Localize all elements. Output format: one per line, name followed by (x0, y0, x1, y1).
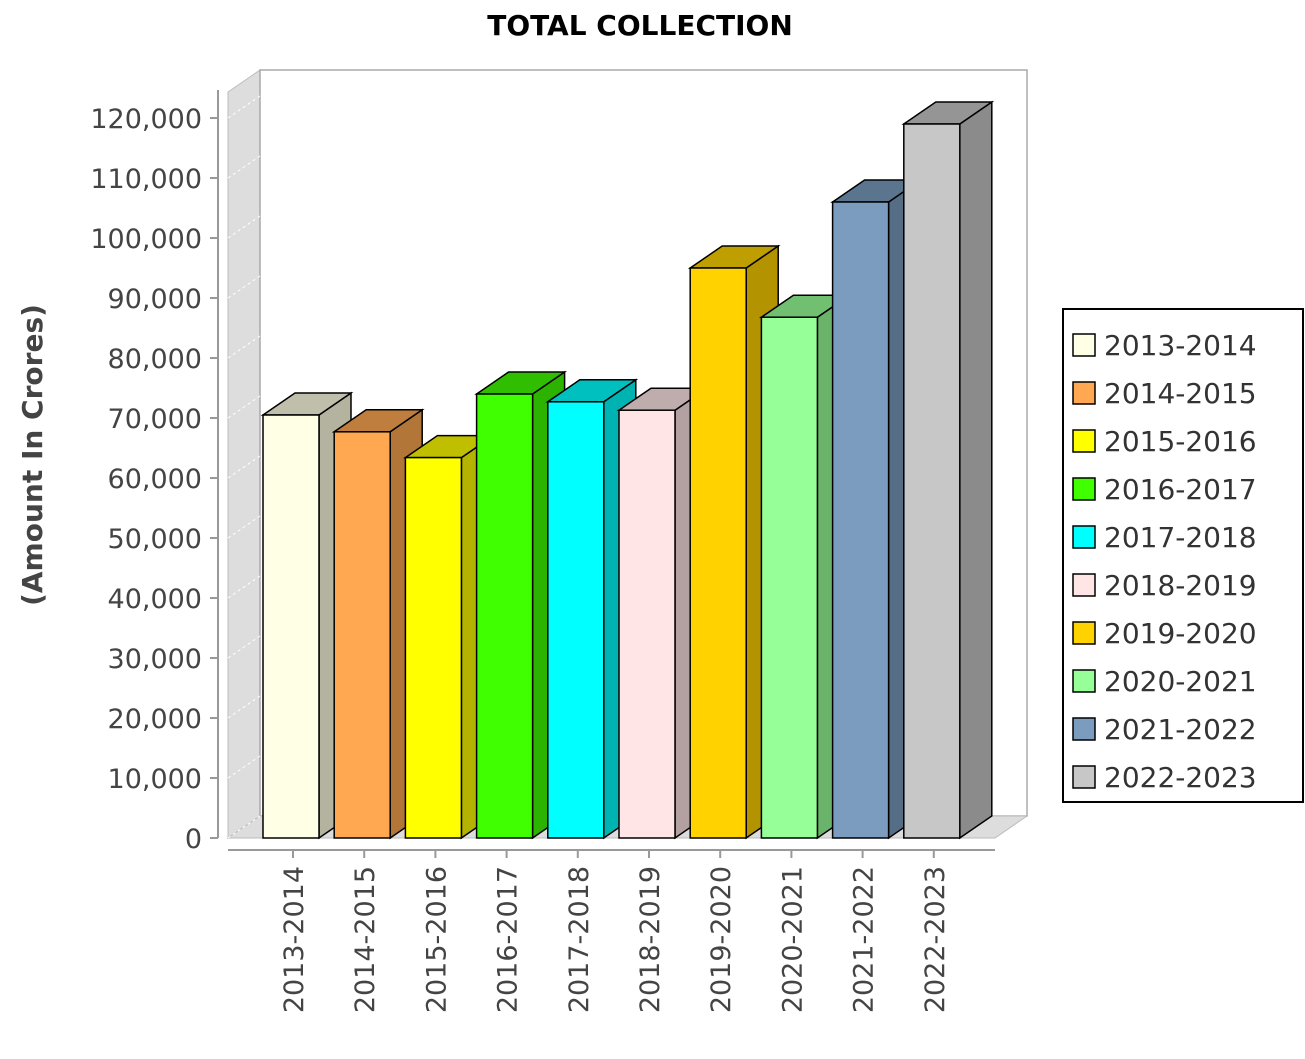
bar-front (262, 414, 320, 839)
y-tick-label: 90,000 (108, 284, 202, 315)
bar-front (760, 316, 819, 839)
y-tick-label: 60,000 (108, 464, 202, 495)
x-axis-ticks: 2013-2014 2014-2015 2015-2016 2016-2017 2017… (279, 850, 951, 1013)
legend-label: 2014-2015 (1104, 377, 1257, 410)
y-tick-label: 20,000 (108, 704, 202, 735)
bars (260, 100, 995, 840)
bar-front (404, 456, 463, 839)
legend-label: 2020-2021 (1104, 665, 1257, 698)
legend-label: 2017-2018 (1104, 521, 1257, 554)
gridline-side (227, 215, 261, 239)
y-tick-label: 100,000 (90, 224, 202, 255)
legend-swatch (1072, 765, 1096, 789)
legend-label: 2016-2017 (1104, 473, 1257, 506)
bar-front (333, 431, 391, 839)
y-tick-label: 120,000 (90, 104, 202, 135)
x-tick-label: 2020-2021 (777, 866, 808, 1013)
legend-swatch (1072, 477, 1096, 501)
gridline-side (227, 515, 261, 539)
gridline-side (227, 335, 261, 359)
x-tick-label: 2013-2014 (279, 866, 310, 1013)
legend-label: 2021-2022 (1104, 713, 1257, 746)
gridline-side (227, 275, 261, 299)
bar-front (618, 409, 676, 839)
gridline-side (227, 395, 261, 419)
y-tick-label: 30,000 (108, 644, 202, 675)
legend: 2013-2014 2014-2015 2015-2016 2016-2017 2017… (1062, 308, 1304, 803)
chart-title: TOTAL COLLECTION (487, 9, 793, 42)
gridline-side (227, 635, 261, 659)
legend-swatch (1072, 429, 1096, 453)
x-tick-label: 2019-2020 (706, 866, 737, 1013)
bar-front (689, 267, 747, 839)
y-tick-label: 0 (185, 824, 202, 855)
x-tick-label: 2022-2023 (920, 866, 951, 1013)
left-wall (227, 69, 261, 839)
y-axis-label: (Amount In Crores) (16, 304, 49, 606)
legend-swatch (1072, 525, 1096, 549)
x-tick-label: 2021-2022 (849, 866, 880, 1013)
legend-label: 2013-2014 (1104, 329, 1257, 362)
gridline-side (227, 575, 261, 599)
gridline-side (227, 155, 261, 179)
bar-front (547, 401, 605, 839)
gridline-side (227, 815, 261, 839)
gridlines (227, 95, 261, 839)
x-tick-label: 2016-2017 (493, 866, 524, 1013)
legend-swatch (1072, 669, 1096, 693)
bar-side (959, 100, 993, 840)
bar-front (831, 201, 890, 839)
y-axis-ticks: 0 10,000 20,000 30,000 40,000 50,000 60,000 70,… (90, 104, 218, 855)
legend-label: 2019-2020 (1104, 617, 1257, 650)
axes (217, 90, 995, 851)
x-tick-label: 2018-2019 (635, 866, 666, 1013)
legend-box (1062, 308, 1304, 803)
legend-swatch (1072, 621, 1096, 645)
legend-label: 2015-2016 (1104, 425, 1257, 458)
legend-swatch (1072, 333, 1096, 357)
gridline-side (227, 95, 261, 119)
x-tick-label: 2014-2015 (350, 866, 381, 1013)
legend-label: 2022-2023 (1104, 761, 1257, 794)
bar-2022-2023 (901, 100, 995, 840)
y-tick-label: 10,000 (108, 764, 202, 795)
x-tick-label: 2017-2018 (564, 866, 595, 1013)
y-tick-label: 80,000 (108, 344, 202, 375)
legend-label: 2018-2019 (1104, 569, 1257, 602)
y-tick-label: 50,000 (108, 524, 202, 555)
bar-front (903, 123, 961, 839)
gridline-side (227, 755, 261, 779)
y-tick-label: 110,000 (90, 164, 202, 195)
legend-swatch (1072, 717, 1096, 741)
x-tick-label: 2015-2016 (421, 866, 452, 1013)
bar-front (475, 393, 534, 839)
gridline-side (227, 695, 261, 719)
legend-swatch (1072, 381, 1096, 405)
y-tick-label: 70,000 (108, 404, 202, 435)
gridline-side (227, 455, 261, 479)
legend-swatch (1072, 573, 1096, 597)
y-tick-label: 40,000 (108, 584, 202, 615)
